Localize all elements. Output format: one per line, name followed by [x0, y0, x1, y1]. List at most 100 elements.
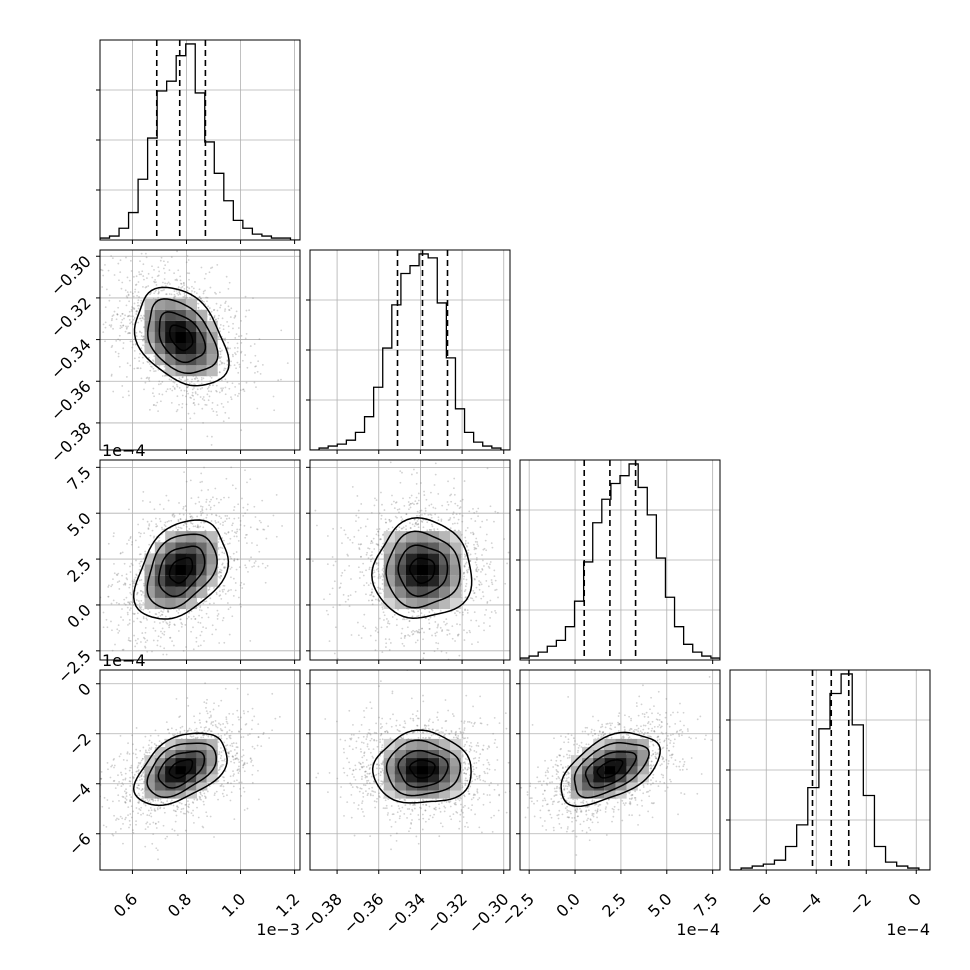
scatter-point — [372, 537, 375, 540]
scatter-point — [205, 498, 208, 501]
scatter-point — [232, 327, 234, 330]
scatter-point — [159, 503, 161, 506]
scatter-point — [218, 558, 221, 561]
scatter-point — [159, 520, 162, 523]
scatter-point — [238, 335, 240, 338]
scatter-point — [469, 553, 472, 556]
scatter-point — [138, 360, 141, 362]
scatter-point — [198, 614, 200, 617]
scatter-point — [228, 309, 231, 311]
scatter-point — [199, 796, 202, 799]
scatter-point — [463, 564, 466, 567]
scatter-point — [172, 733, 174, 736]
scatter-point — [386, 625, 388, 628]
scatter-point — [226, 731, 229, 733]
scatter-point — [210, 310, 213, 313]
scatter-point — [201, 825, 204, 828]
contour-level-3 — [133, 286, 230, 387]
density-cell — [154, 309, 166, 321]
scatter-point — [140, 593, 143, 596]
scatter-point — [380, 602, 383, 604]
density-cell — [175, 365, 187, 377]
scatter-point — [495, 588, 498, 591]
scatter-point — [372, 595, 375, 597]
scatter-point — [347, 598, 350, 601]
scatter-point — [413, 518, 416, 521]
scatter-point — [140, 578, 143, 581]
scatter-point — [222, 524, 224, 527]
scatter-point — [126, 326, 128, 329]
scatter-point — [446, 622, 448, 625]
scatter-point — [233, 559, 236, 562]
scatter-point — [218, 363, 221, 366]
scatter-point — [159, 400, 162, 403]
scatter-point — [457, 633, 460, 636]
scatter-point — [480, 583, 483, 586]
scatter-point — [180, 389, 183, 392]
scatter-point — [401, 627, 404, 630]
scatter-point — [228, 308, 230, 311]
scatter-point — [199, 297, 202, 300]
scatter-point — [410, 502, 413, 505]
scatter-point — [178, 513, 181, 515]
scatter-point — [240, 334, 243, 337]
scatter-point — [151, 276, 154, 279]
scatter-point — [377, 530, 379, 533]
scatter-point — [139, 565, 142, 568]
scatter-point — [161, 393, 164, 396]
scatter-point — [459, 623, 461, 626]
scatter-point — [152, 627, 155, 630]
scatter-point — [104, 326, 107, 329]
scatter-point — [200, 382, 203, 385]
scatter-point — [127, 639, 130, 642]
density-cell — [196, 320, 208, 332]
scatter-point — [146, 798, 149, 801]
scatter-point — [139, 317, 142, 320]
scatter-point — [366, 535, 368, 538]
scatter-point — [218, 291, 221, 294]
scatter-point — [126, 578, 129, 581]
scatter-point — [133, 773, 136, 776]
scatter-point — [216, 309, 219, 312]
scatter-point — [389, 520, 391, 523]
density-cell — [185, 586, 197, 598]
scatter-point — [127, 294, 130, 297]
scatter-point — [220, 498, 222, 501]
scatter-point — [136, 770, 139, 773]
scatter-point — [507, 551, 510, 554]
scatter-point — [110, 620, 112, 623]
scatter-point — [115, 339, 118, 342]
scatter-point — [218, 590, 221, 593]
scatter-point — [220, 387, 223, 390]
scatter-point — [476, 570, 479, 573]
scatter-point — [203, 729, 206, 732]
scatter-point — [207, 589, 210, 591]
scatter-point — [202, 300, 205, 303]
scatter-point — [136, 766, 139, 769]
scatter-point — [384, 518, 387, 521]
scatter-point — [234, 347, 236, 349]
scatter-point — [340, 574, 343, 577]
scatter-point — [396, 516, 398, 519]
scatter-point — [486, 600, 489, 603]
scatter-point — [132, 604, 135, 606]
scatter-point — [225, 737, 228, 740]
scatter-point — [114, 643, 116, 646]
scatter-point — [112, 578, 114, 581]
scatter-point — [338, 587, 341, 589]
scatter-point — [472, 508, 474, 510]
scatter-point — [230, 396, 232, 399]
scatter-point — [149, 501, 152, 503]
scatter-point — [154, 629, 157, 632]
scatter-point — [466, 545, 469, 548]
density-cell — [165, 365, 177, 377]
scatter-point — [224, 308, 227, 311]
scatter-point — [133, 357, 136, 360]
scatter-point — [116, 581, 119, 584]
scatter-point — [440, 518, 443, 521]
scatter-point — [184, 379, 187, 382]
scatter-point — [407, 501, 410, 503]
density-cell — [185, 298, 197, 310]
scatter-point — [160, 256, 163, 259]
scatter-point — [131, 580, 134, 583]
